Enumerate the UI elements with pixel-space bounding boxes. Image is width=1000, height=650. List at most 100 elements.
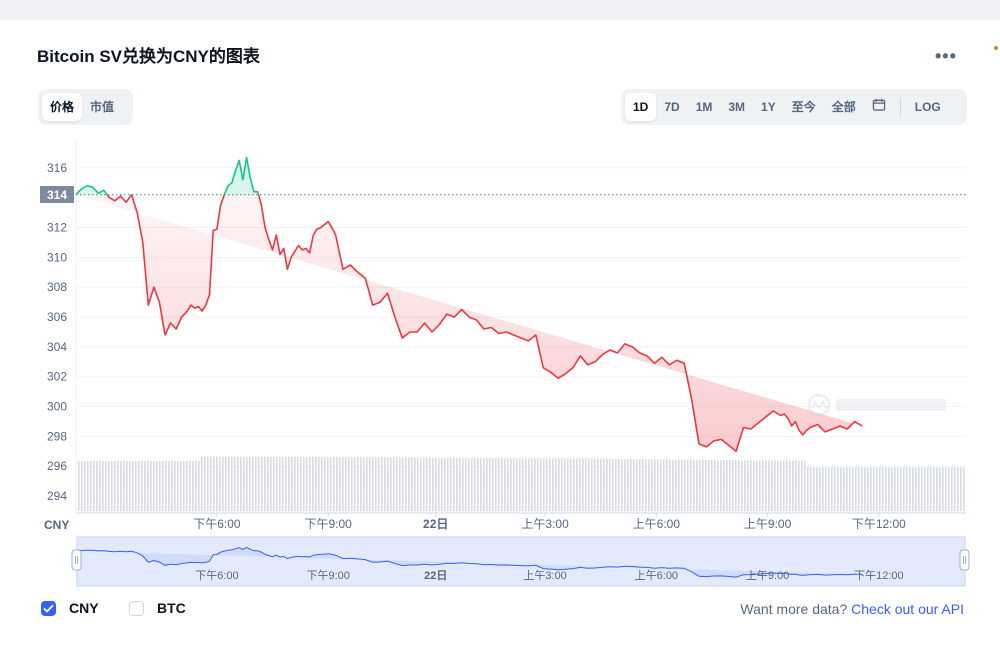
volume-bar — [948, 467, 950, 511]
tab-price[interactable]: 价格 — [42, 93, 83, 121]
volume-bar — [156, 461, 158, 511]
volume-bar — [879, 467, 881, 511]
volume-bar — [375, 457, 377, 511]
volume-bar — [669, 459, 671, 511]
volume-bar — [333, 457, 335, 511]
volume-bar — [747, 460, 749, 511]
checkbox-btc[interactable] — [129, 600, 144, 616]
range-all[interactable]: 全部 — [831, 100, 856, 114]
volume-bar — [729, 460, 731, 511]
volume-bar — [522, 458, 524, 511]
volume-bar — [228, 456, 230, 511]
volume-bar — [558, 458, 560, 511]
more-options-icon[interactable]: ••• — [935, 46, 957, 66]
coinmarketcap-watermark-icon — [807, 393, 946, 417]
volume-bar — [666, 459, 668, 511]
volume-bar — [303, 457, 305, 511]
volume-bar — [189, 461, 191, 511]
volume-bar — [465, 457, 467, 511]
volume-bar — [366, 457, 368, 511]
volume-bar — [90, 461, 92, 511]
volume-bar — [945, 467, 947, 511]
volume-bar — [315, 457, 317, 511]
api-link[interactable]: Check out our API — [851, 601, 964, 617]
volume-bar — [468, 457, 470, 511]
volume-bar — [699, 459, 701, 511]
volume-bar — [837, 467, 839, 511]
volume-bar — [261, 456, 263, 511]
volume-bar — [390, 457, 392, 511]
volume-bar — [702, 459, 704, 511]
volume-bar — [153, 461, 155, 511]
volume-bar — [192, 461, 194, 511]
volume-bar — [717, 459, 719, 511]
volume-bar — [633, 459, 635, 511]
volume-bar — [339, 457, 341, 511]
volume-bar — [690, 459, 692, 511]
volume-bar — [252, 456, 254, 511]
volume-bar — [357, 457, 359, 511]
volume-bar — [678, 459, 680, 511]
navigator-right-handle[interactable] — [959, 549, 970, 571]
volume-bar — [249, 456, 251, 511]
price-chart[interactable]: 316 314 312 310 308 306 304 302 300 298 296 294 下午6… — [0, 130, 1000, 590]
volume-bar — [354, 457, 356, 511]
navigator-tick-label: 下午9:00 — [306, 569, 349, 582]
range-1y[interactable]: 1Y — [761, 100, 776, 114]
volume-bar — [312, 457, 314, 511]
volume-bar — [279, 456, 281, 511]
checkbox-cny[interactable] — [41, 600, 56, 616]
volume-bar — [927, 467, 929, 511]
volume-bar — [510, 457, 512, 511]
volume-bar — [528, 458, 530, 511]
more-data-note: Want more data? Check out our API — [740, 601, 964, 617]
range-navigator[interactable]: 下午6:00 下午9:00 22日 上午3:00 上午6:00 上午9:00 下午12:00 — [71, 536, 970, 587]
volume-bar — [810, 467, 812, 511]
volume-bar — [744, 460, 746, 511]
volume-bar — [282, 456, 284, 511]
range-3m[interactable]: 3M — [728, 100, 746, 114]
volume-bar — [648, 459, 650, 511]
legend-btc[interactable]: BTC — [129, 600, 186, 616]
range-1m[interactable]: 1M — [695, 100, 713, 114]
volume-bar — [84, 461, 86, 511]
volume-bar — [399, 457, 401, 511]
log-scale-button[interactable]: LOG — [914, 100, 941, 114]
volume-bar — [885, 467, 887, 511]
volume-bar — [840, 467, 842, 511]
volume-bar — [456, 457, 458, 511]
volume-bar — [120, 461, 122, 511]
range-7d[interactable]: 7D — [664, 100, 680, 114]
volume-bar — [420, 457, 422, 511]
y-tick-label: 300 — [47, 400, 67, 414]
volume-bar — [447, 457, 449, 511]
volume-bar — [138, 461, 140, 511]
volume-bar — [435, 457, 437, 511]
volume-bar — [888, 467, 890, 511]
navigator-left-handle[interactable] — [71, 549, 82, 571]
calendar-button[interactable] — [864, 93, 894, 121]
volume-bar — [780, 460, 782, 511]
volume-bar — [930, 467, 932, 511]
volume-bar — [714, 459, 716, 511]
legend-cny[interactable]: CNY — [41, 600, 99, 616]
volume-bar — [639, 459, 641, 511]
volume-bar — [144, 461, 146, 511]
volume-bar — [912, 467, 914, 511]
tab-market-cap[interactable]: 市值 — [90, 100, 115, 114]
volume-bar — [570, 458, 572, 511]
range-1d[interactable]: 1D — [625, 93, 657, 121]
volume-bar — [240, 456, 242, 511]
volume-bar — [873, 467, 875, 511]
volume-bar — [384, 457, 386, 511]
volume-bar — [846, 467, 848, 511]
volume-bar — [168, 461, 170, 511]
volume-bar — [852, 467, 854, 511]
volume-bar — [777, 460, 779, 511]
volume-bar — [954, 467, 956, 511]
volume-bar — [234, 456, 236, 511]
range-ytd[interactable]: 至今 — [791, 100, 816, 114]
volume-bar — [750, 460, 752, 511]
navigator-tick-label: 上午6:00 — [635, 569, 678, 582]
volume-bar — [504, 457, 506, 511]
